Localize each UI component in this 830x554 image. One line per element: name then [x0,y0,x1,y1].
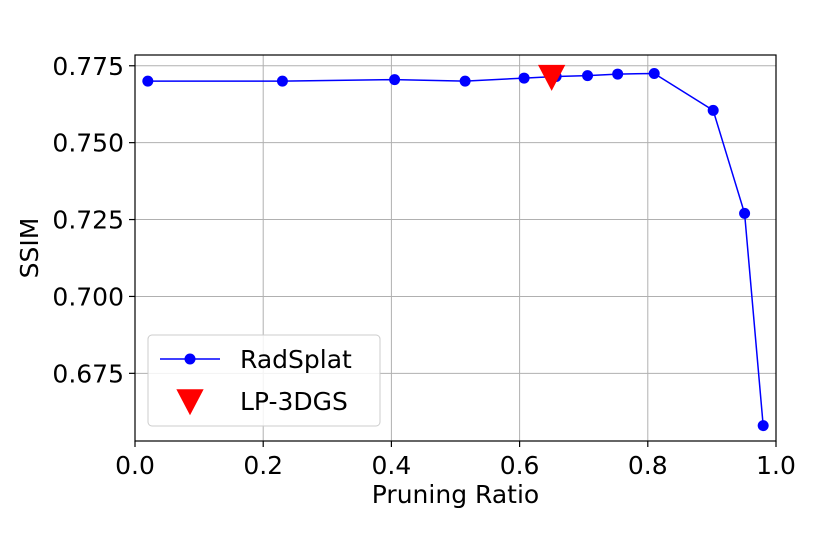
y-tick-label: 0.775 [52,52,124,81]
series-line-radsplat [147,72,764,426]
y-tick-label: 0.725 [52,206,124,235]
x-tick-label: 0.4 [372,451,412,480]
x-axis-label: Pruning Ratio [372,480,539,509]
axis-ticks: 0.0 0.2 0.4 0.6 0.8 1.0 0.675 0.700 0.725 0.750 0.… [52,52,795,480]
y-axis-label: SSIM [15,218,44,279]
series-lines [147,72,764,426]
plot-frame [134,54,777,442]
data-point [459,75,471,87]
legend-lp3dgs-marker [176,389,204,416]
x-tick-label: 0.0 [115,451,155,480]
data-point [276,75,288,87]
y-tick-label: 0.750 [52,129,124,158]
x-tick-label: 1.0 [756,451,796,480]
data-point [612,68,624,80]
legend-lp3dgs-label: LP-3DGS [240,387,348,416]
data-point [648,67,660,79]
data-marks [142,64,769,432]
x-tick-label: 0.8 [628,451,668,480]
data-point [518,72,530,84]
data-point [389,74,401,86]
data-point [142,75,154,87]
legend: RadSplat LP-3DGS [147,334,381,427]
y-tick-label: 0.700 [52,282,124,311]
data-point [739,207,751,219]
x-tick-label: 0.6 [500,451,540,480]
data-point [707,104,719,116]
lp3dgs-marker [538,64,566,91]
y-tick-label: 0.675 [52,359,124,388]
data-point [582,70,594,82]
legend-box [147,334,381,427]
legend-radsplat-marker [184,353,196,365]
data-point [757,420,769,432]
x-tick-label: 0.2 [243,451,283,480]
legend-radsplat-label: RadSplat [240,345,352,374]
